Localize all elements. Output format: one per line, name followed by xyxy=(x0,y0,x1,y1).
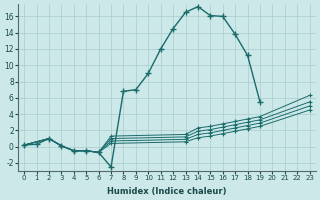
X-axis label: Humidex (Indice chaleur): Humidex (Indice chaleur) xyxy=(107,187,227,196)
